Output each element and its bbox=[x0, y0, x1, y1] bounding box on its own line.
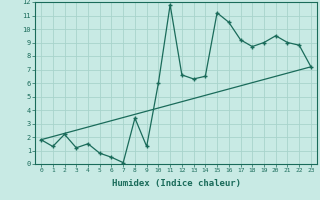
X-axis label: Humidex (Indice chaleur): Humidex (Indice chaleur) bbox=[111, 179, 241, 188]
